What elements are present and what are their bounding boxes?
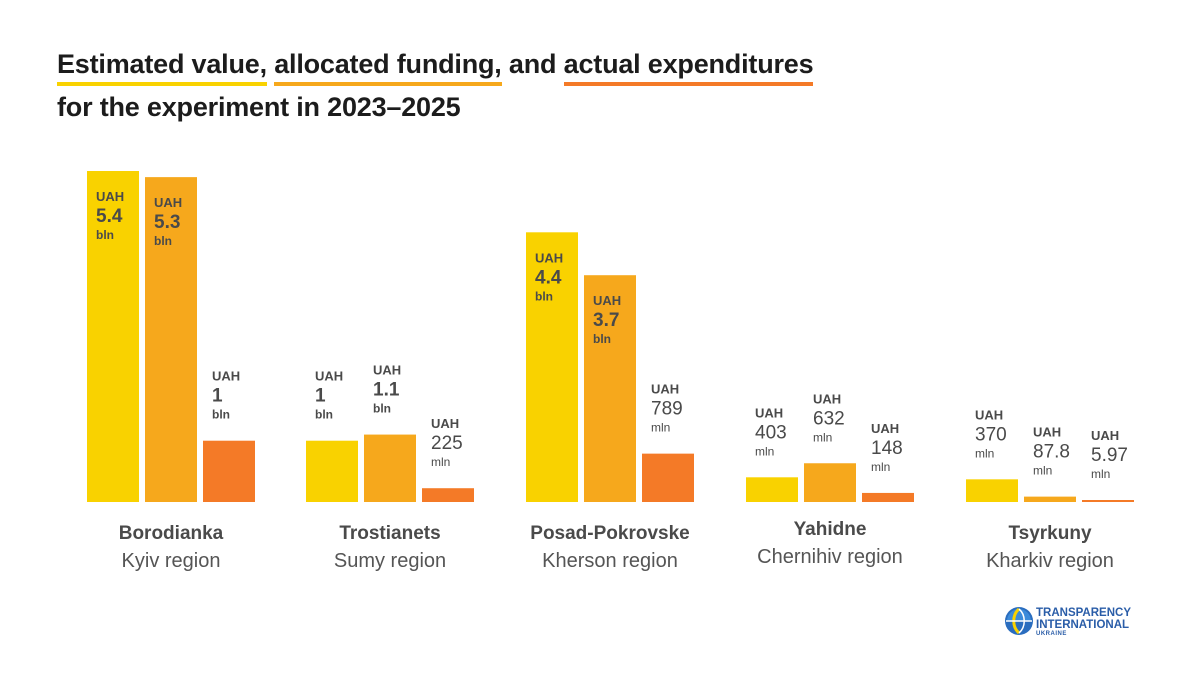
bar-label-value: 5.97: [1091, 445, 1128, 466]
chart-title-line-2: for the experiment in 2023–2025: [57, 92, 461, 122]
bar-label-value: 148: [871, 438, 903, 459]
category-label: Posad-Pokrovske: [530, 523, 689, 544]
bar-label-currency: UAH: [315, 369, 343, 384]
title-and: and: [508, 49, 557, 79]
bar-label-value: 1.1: [373, 380, 400, 401]
bar-borodianka-series-2: [203, 440, 255, 502]
bar-label-unit: bln: [315, 408, 333, 422]
bar-label-unit: mln: [813, 430, 832, 444]
bar-label-value: 403: [755, 422, 787, 443]
bar-label-unit: bln: [535, 289, 553, 303]
bar-label-unit: bln: [154, 234, 172, 248]
bar-label-unit: mln: [755, 444, 774, 458]
bar-tsyrkuny-series-1: [1024, 496, 1076, 502]
bar-yahidne-series-2: [862, 492, 914, 502]
bar-label-value: 5.3: [154, 212, 180, 233]
category-label: Yahidne: [794, 519, 867, 540]
bar-yahidne-series-1: [804, 463, 856, 502]
bar-label-currency: UAH: [431, 416, 459, 431]
title-estimated-value: Estimated value,: [57, 48, 267, 87]
logo-line-1: TRANSPARENCY: [1036, 607, 1131, 619]
chart-title-line-1: Estimated value, allocated funding, and …: [57, 48, 814, 87]
bar-label-value: 4.4: [535, 267, 562, 288]
bar-posad-pokrovske-series-1: [584, 275, 636, 502]
bar-label-currency: UAH: [813, 391, 841, 406]
bar-label-currency: UAH: [535, 250, 563, 265]
bar-label-currency: UAH: [651, 382, 679, 397]
bar-label-currency: UAH: [755, 405, 783, 420]
bar-label-currency: UAH: [1091, 428, 1119, 443]
bar-label-unit: bln: [96, 228, 114, 242]
category-label: Tsyrkuny: [1008, 523, 1092, 544]
title-allocated-funding: allocated funding,: [274, 48, 502, 87]
globe-icon: [1005, 607, 1033, 635]
bar-posad-pokrovske-series-2: [642, 453, 694, 502]
bar-label-unit: mln: [871, 460, 890, 474]
bar-label-currency: UAH: [1033, 425, 1061, 440]
category-label: Borodianka: [119, 523, 224, 544]
bar-label-currency: UAH: [975, 407, 1003, 422]
bar-label-unit: mln: [651, 421, 670, 435]
bar-label-unit: bln: [212, 408, 230, 422]
bar-label-unit: bln: [373, 402, 391, 416]
bar-label-value: 1: [212, 386, 223, 407]
bar-label-value: 87.8: [1033, 442, 1070, 463]
category-label: Trostianets: [339, 523, 440, 544]
bar-borodianka-series-1: [145, 177, 197, 502]
bar-trostianets-series-1: [364, 434, 416, 502]
bar-label-value: 1: [315, 386, 326, 407]
logo-line-2: INTERNATIONAL: [1036, 619, 1130, 631]
bar-label-currency: UAH: [871, 421, 899, 436]
bar-label-value: 632: [813, 408, 845, 429]
bar-label-unit: mln: [1033, 464, 1052, 478]
bar-label-unit: mln: [431, 455, 450, 469]
bar-label-unit: bln: [593, 332, 611, 346]
bar-tsyrkuny-series-2: [1082, 500, 1134, 502]
bar-tsyrkuny-series-0: [966, 479, 1018, 502]
bar-label-currency: UAH: [212, 369, 240, 384]
bar-label-unit: mln: [1091, 467, 1110, 481]
bar-label-currency: UAH: [593, 293, 621, 308]
title-actual-expenditures: actual expenditures: [563, 48, 814, 87]
category-region-label: Kyiv region: [122, 550, 221, 572]
bar-label-unit: mln: [975, 446, 994, 460]
bar-borodianka-series-0: [87, 171, 139, 502]
bar-posad-pokrovske-series-0: [526, 232, 578, 502]
bar-label-value: 5.4: [96, 206, 123, 227]
bar-label-value: 225: [431, 433, 463, 454]
bar-trostianets-series-0: [306, 440, 358, 502]
category-region-label: Kherson region: [542, 550, 678, 572]
bar-label-value: 3.7: [593, 310, 619, 331]
logo-wordmark: TRANSPARENCY INTERNATIONAL: [1036, 607, 1131, 631]
logo-line-3: UKRAINE: [1036, 631, 1067, 637]
category-region-label: Chernihiv region: [757, 546, 903, 568]
bar-label-value: 370: [975, 424, 1007, 445]
category-region-label: Kharkiv region: [986, 550, 1114, 572]
bar-label-currency: UAH: [373, 363, 401, 378]
bar-label-value: 789: [651, 399, 683, 420]
bar-yahidne-series-0: [746, 477, 798, 502]
bar-trostianets-series-2: [422, 488, 474, 502]
bar-label-currency: UAH: [96, 189, 124, 204]
transparency-international-logo: TRANSPARENCY INTERNATIONAL UKRAINE: [1004, 606, 1154, 642]
category-region-label: Sumy region: [334, 550, 446, 572]
bar-label-currency: UAH: [154, 195, 182, 210]
